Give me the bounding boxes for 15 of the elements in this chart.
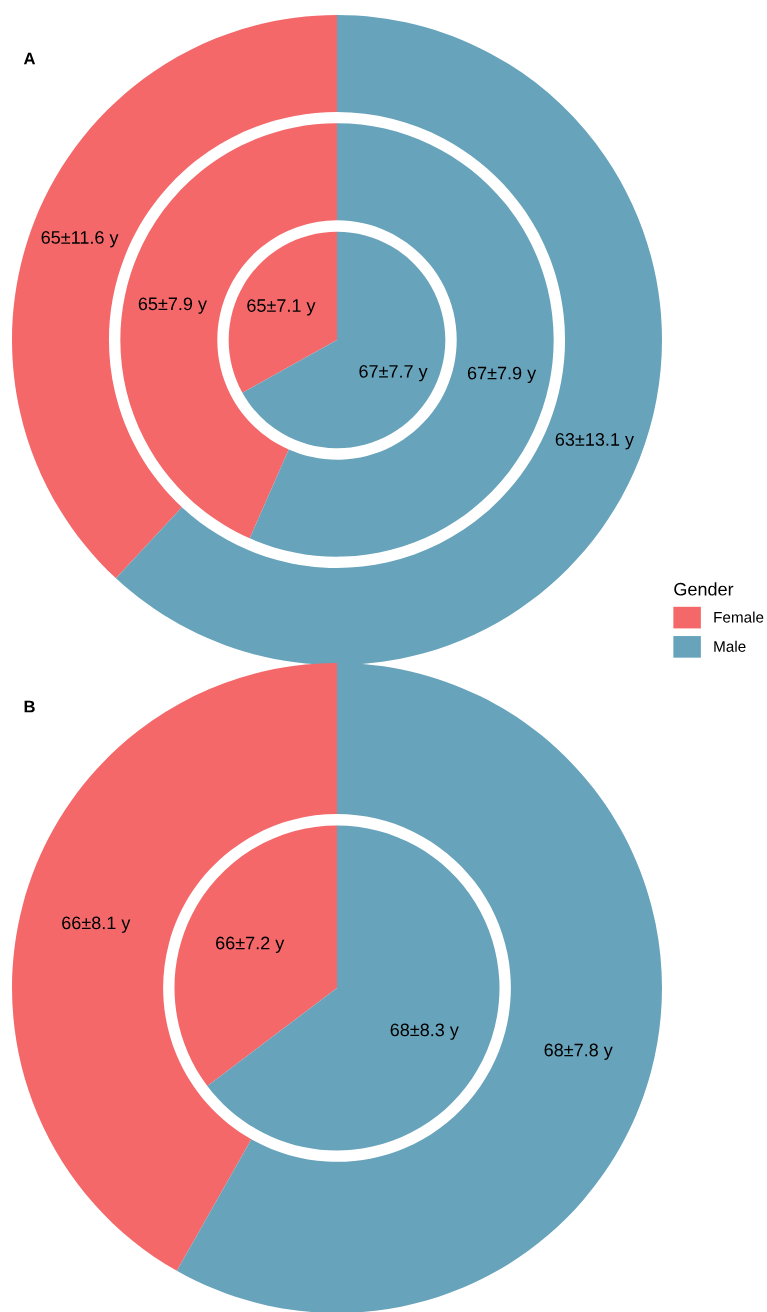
text: B (24, 700, 35, 713)
text: 65±11.6 y (41, 231, 119, 248)
legend-title: Gender (674, 582, 734, 596)
text: 63±13.1 y (555, 433, 634, 450)
text: A (23, 52, 36, 65)
legend-label: Male (714, 640, 746, 652)
text: 68±7.8 y (544, 1043, 613, 1060)
text: 65±7.1 y (247, 299, 316, 316)
text: 66±8.1 y (62, 916, 131, 933)
text: 67±7.9 y (467, 366, 537, 384)
text: 65±7.9 y (138, 297, 207, 314)
text: 67±7.7 y (359, 364, 428, 382)
text: 66±7.2 y (216, 936, 285, 953)
legend-label: Female (714, 611, 764, 623)
text: 68±8.3 y (390, 1023, 459, 1040)
